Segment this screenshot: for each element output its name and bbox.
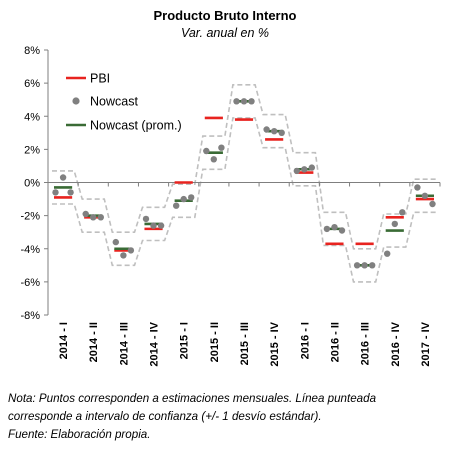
nowcast-point: [173, 202, 180, 209]
nowcast-point: [218, 144, 225, 151]
nowcast-point: [361, 262, 368, 269]
y-tick-label: 6%: [24, 78, 40, 90]
legend-nowcast-swatch: [72, 97, 80, 105]
y-tick-label: -4%: [20, 244, 40, 256]
x-tick-label: 2014 - I: [58, 322, 70, 359]
nowcast-point: [323, 225, 331, 233]
nowcast-point: [233, 98, 240, 105]
x-tick-label: 2015 - II: [209, 322, 221, 362]
nowcast-point: [331, 224, 338, 231]
x-tick-label: 2016 - IV: [390, 321, 402, 366]
chart-title: Producto Bruto Interno: [154, 8, 297, 23]
data-marks: [52, 98, 436, 269]
nowcast-point: [263, 126, 270, 133]
band-lower-line: [52, 117, 436, 283]
x-tick-label: 2015 - IV: [269, 321, 281, 366]
nowcast-point: [278, 129, 285, 136]
x-tick-label: 2015 - I: [179, 322, 191, 359]
note-line-2: corresponde a intervalo de confianza (+/…: [8, 410, 322, 423]
pbi-nowcast-chart: Producto Bruto Interno Var. anual en % 8…: [20, 8, 441, 367]
nowcast-point: [97, 214, 105, 221]
nowcast-point: [353, 262, 361, 269]
nowcast-point: [384, 250, 391, 257]
nowcast-point: [421, 192, 429, 199]
nowcast-point: [59, 174, 67, 181]
nowcast-point: [293, 167, 300, 175]
nowcast-point: [150, 222, 157, 229]
x-tick-label: 2014 - IV: [149, 321, 161, 366]
nowcast-point: [429, 200, 436, 208]
x-tick-label: 2016 - II: [329, 322, 341, 362]
legend-nowcast-label: Nowcast: [90, 95, 138, 109]
nowcast-point: [240, 98, 248, 105]
nowcast-point: [188, 194, 195, 201]
axes: 8% 6% 4% 2% 0% -2% -4% -6% -8% 2014 - I 2014 - II 2…: [20, 45, 441, 367]
y-tick-label: 4%: [24, 111, 40, 123]
x-tick-label: 2016 - I: [299, 322, 311, 359]
x-tick-label: 2015 - III: [239, 322, 251, 365]
x-tick-label: 2017 - IV: [420, 321, 432, 366]
nowcast-point: [248, 98, 255, 105]
legend-nowcast-prom-label: Nowcast (prom.): [90, 119, 182, 133]
nowcast-point: [157, 222, 165, 229]
chart-note: Nota: Puntos corresponden a estimaciones…: [8, 390, 448, 444]
nowcast-point: [67, 189, 74, 196]
nowcast-point: [391, 220, 398, 228]
y-tick-label: 2%: [24, 144, 40, 156]
x-tick-label: 2014 - III: [118, 322, 130, 365]
y-tick-label: 8%: [24, 45, 40, 57]
y-tick-label: 0%: [24, 178, 40, 190]
nowcast-point: [271, 128, 278, 135]
y-tick-label: -2%: [20, 211, 40, 223]
nowcast-point: [142, 215, 150, 223]
x-tick-label: 2016 - III: [360, 322, 372, 365]
y-tick-label: -8%: [20, 310, 40, 322]
x-tick-label: 2014 - II: [88, 322, 100, 362]
nowcast-point: [399, 209, 406, 216]
nowcast-point: [82, 210, 89, 218]
nowcast-point: [90, 214, 97, 221]
nowcast-point: [308, 164, 315, 171]
legend: PBI Nowcast Nowcast (prom.): [66, 72, 182, 133]
nowcast-point: [112, 238, 120, 246]
note-line-3: Fuente: Elaboración propia.: [8, 428, 151, 441]
chart-subtitle: Var. anual en %: [181, 26, 269, 40]
legend-pbi-label: PBI: [90, 72, 110, 86]
nowcast-point: [203, 147, 210, 155]
band-upper-line: [52, 84, 436, 250]
nowcast-point: [301, 166, 308, 173]
nowcast-point: [127, 247, 135, 254]
nowcast-point: [180, 195, 187, 203]
nowcast-point: [369, 262, 376, 269]
nowcast-point: [52, 189, 59, 196]
nowcast-point: [120, 252, 127, 259]
y-tick-label: -6%: [20, 277, 40, 289]
nowcast-point: [414, 184, 421, 191]
confidence-band: [52, 84, 436, 283]
nowcast-point: [338, 227, 346, 234]
nowcast-point: [210, 156, 217, 163]
note-line-1: Nota: Puntos corresponden a estimaciones…: [8, 392, 377, 405]
